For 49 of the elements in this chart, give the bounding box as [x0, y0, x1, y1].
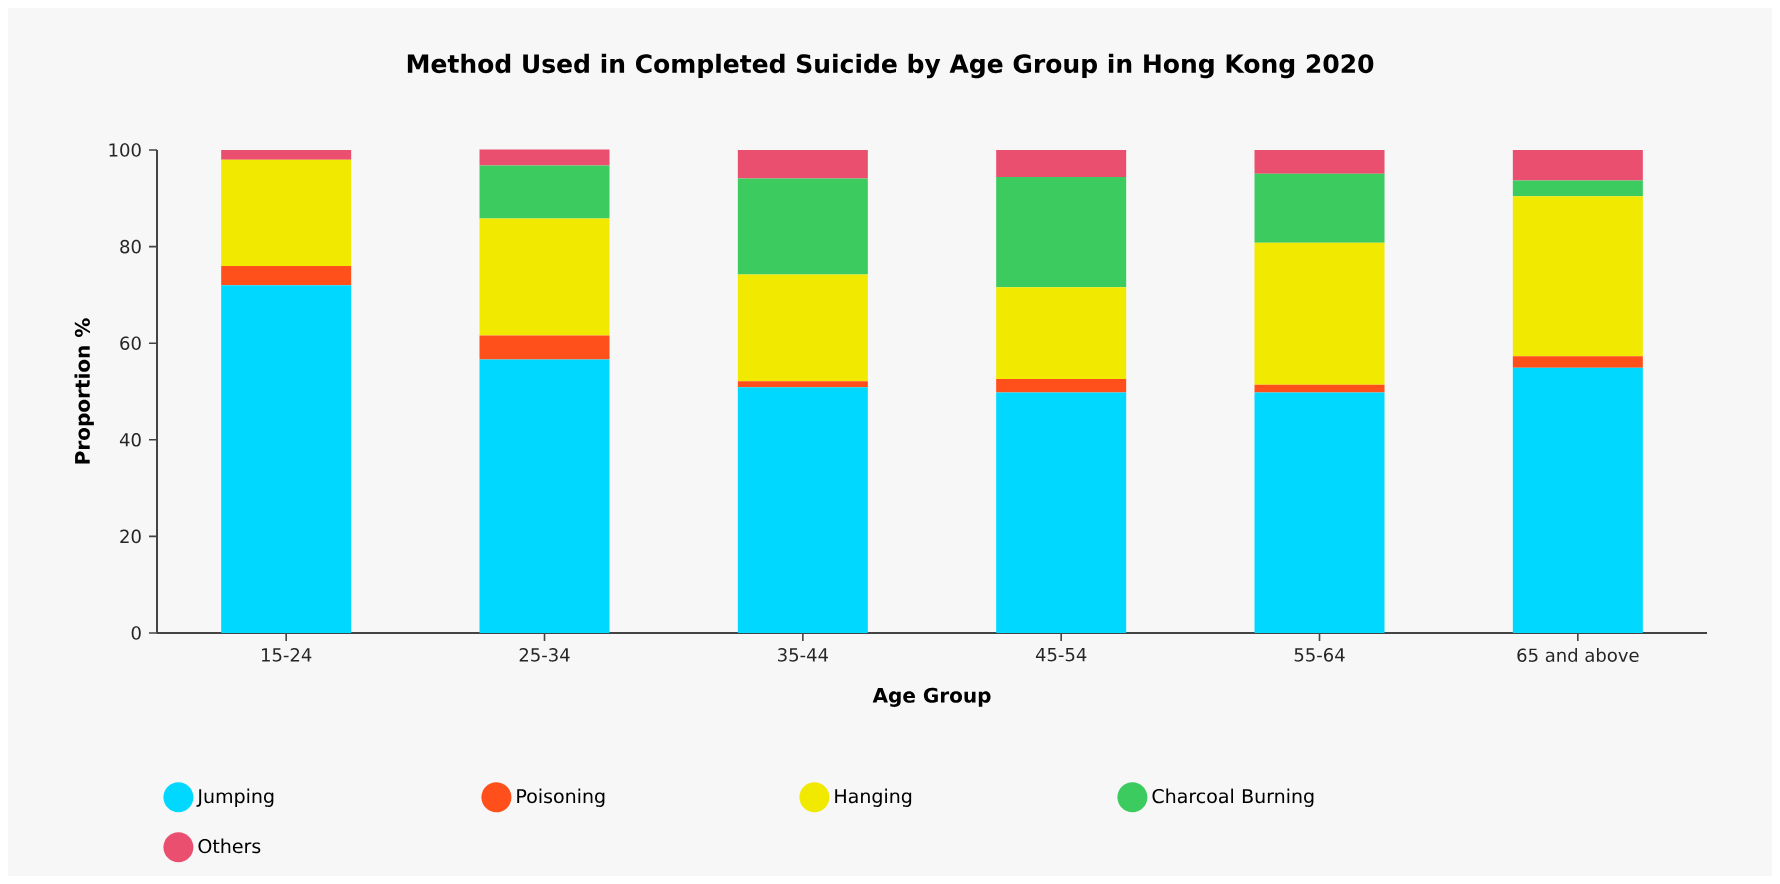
x-tick-label: 15-24 — [262, 648, 312, 662]
bar — [737, 178, 868, 275]
bar — [1512, 180, 1643, 197]
x-axis-title: Age Group — [872, 687, 991, 707]
bar — [479, 335, 610, 360]
legend-label: Hanging — [835, 788, 912, 807]
bar — [996, 392, 1127, 633]
bar — [737, 387, 868, 633]
bar — [479, 359, 610, 633]
chart-title: Method Used in Completed Suicide by Age Group in Hong Kong 2020 — [407, 53, 1374, 79]
bar — [737, 150, 868, 179]
y-tick-label: 80 — [120, 239, 141, 254]
bar — [996, 287, 1127, 379]
y-tick-label: 100 — [109, 143, 141, 157]
x-tick-label: 65 and above — [1517, 648, 1639, 662]
bar — [221, 265, 352, 286]
y-tick-label: 40 — [119, 432, 141, 447]
bar — [1254, 392, 1385, 633]
bar — [221, 285, 352, 633]
legend-label: Poisoning — [517, 788, 605, 807]
bar — [479, 165, 610, 219]
legend-label: Others — [198, 838, 261, 854]
bar — [1512, 367, 1643, 633]
legend-label: Charcoal Burning — [1152, 788, 1314, 807]
bar — [1254, 173, 1385, 243]
bar — [1254, 384, 1385, 393]
bar — [1254, 150, 1385, 174]
y-axis-title: Proportion % — [74, 318, 94, 464]
bar — [1512, 196, 1643, 357]
bar — [1512, 356, 1643, 368]
bar — [1254, 242, 1385, 385]
bar — [479, 218, 610, 336]
bar — [996, 378, 1127, 393]
y-tick-label: 20 — [120, 529, 141, 544]
legend-label: Jumping — [196, 788, 274, 807]
bar — [996, 150, 1127, 178]
bar — [1512, 150, 1643, 181]
bar — [221, 150, 352, 160]
y-tick-label: 60 — [120, 336, 141, 350]
x-tick-label: 55-64 — [1294, 648, 1345, 662]
bar — [996, 177, 1127, 288]
bar — [221, 159, 352, 266]
x-tick-label: 25-34 — [519, 648, 570, 662]
bar — [737, 274, 868, 382]
bar — [479, 149, 610, 166]
x-tick-label: 45-54 — [1035, 648, 1087, 662]
y-tick-label: 0 — [131, 626, 141, 640]
bar — [737, 381, 868, 388]
x-tick-label: 35-44 — [778, 648, 828, 662]
